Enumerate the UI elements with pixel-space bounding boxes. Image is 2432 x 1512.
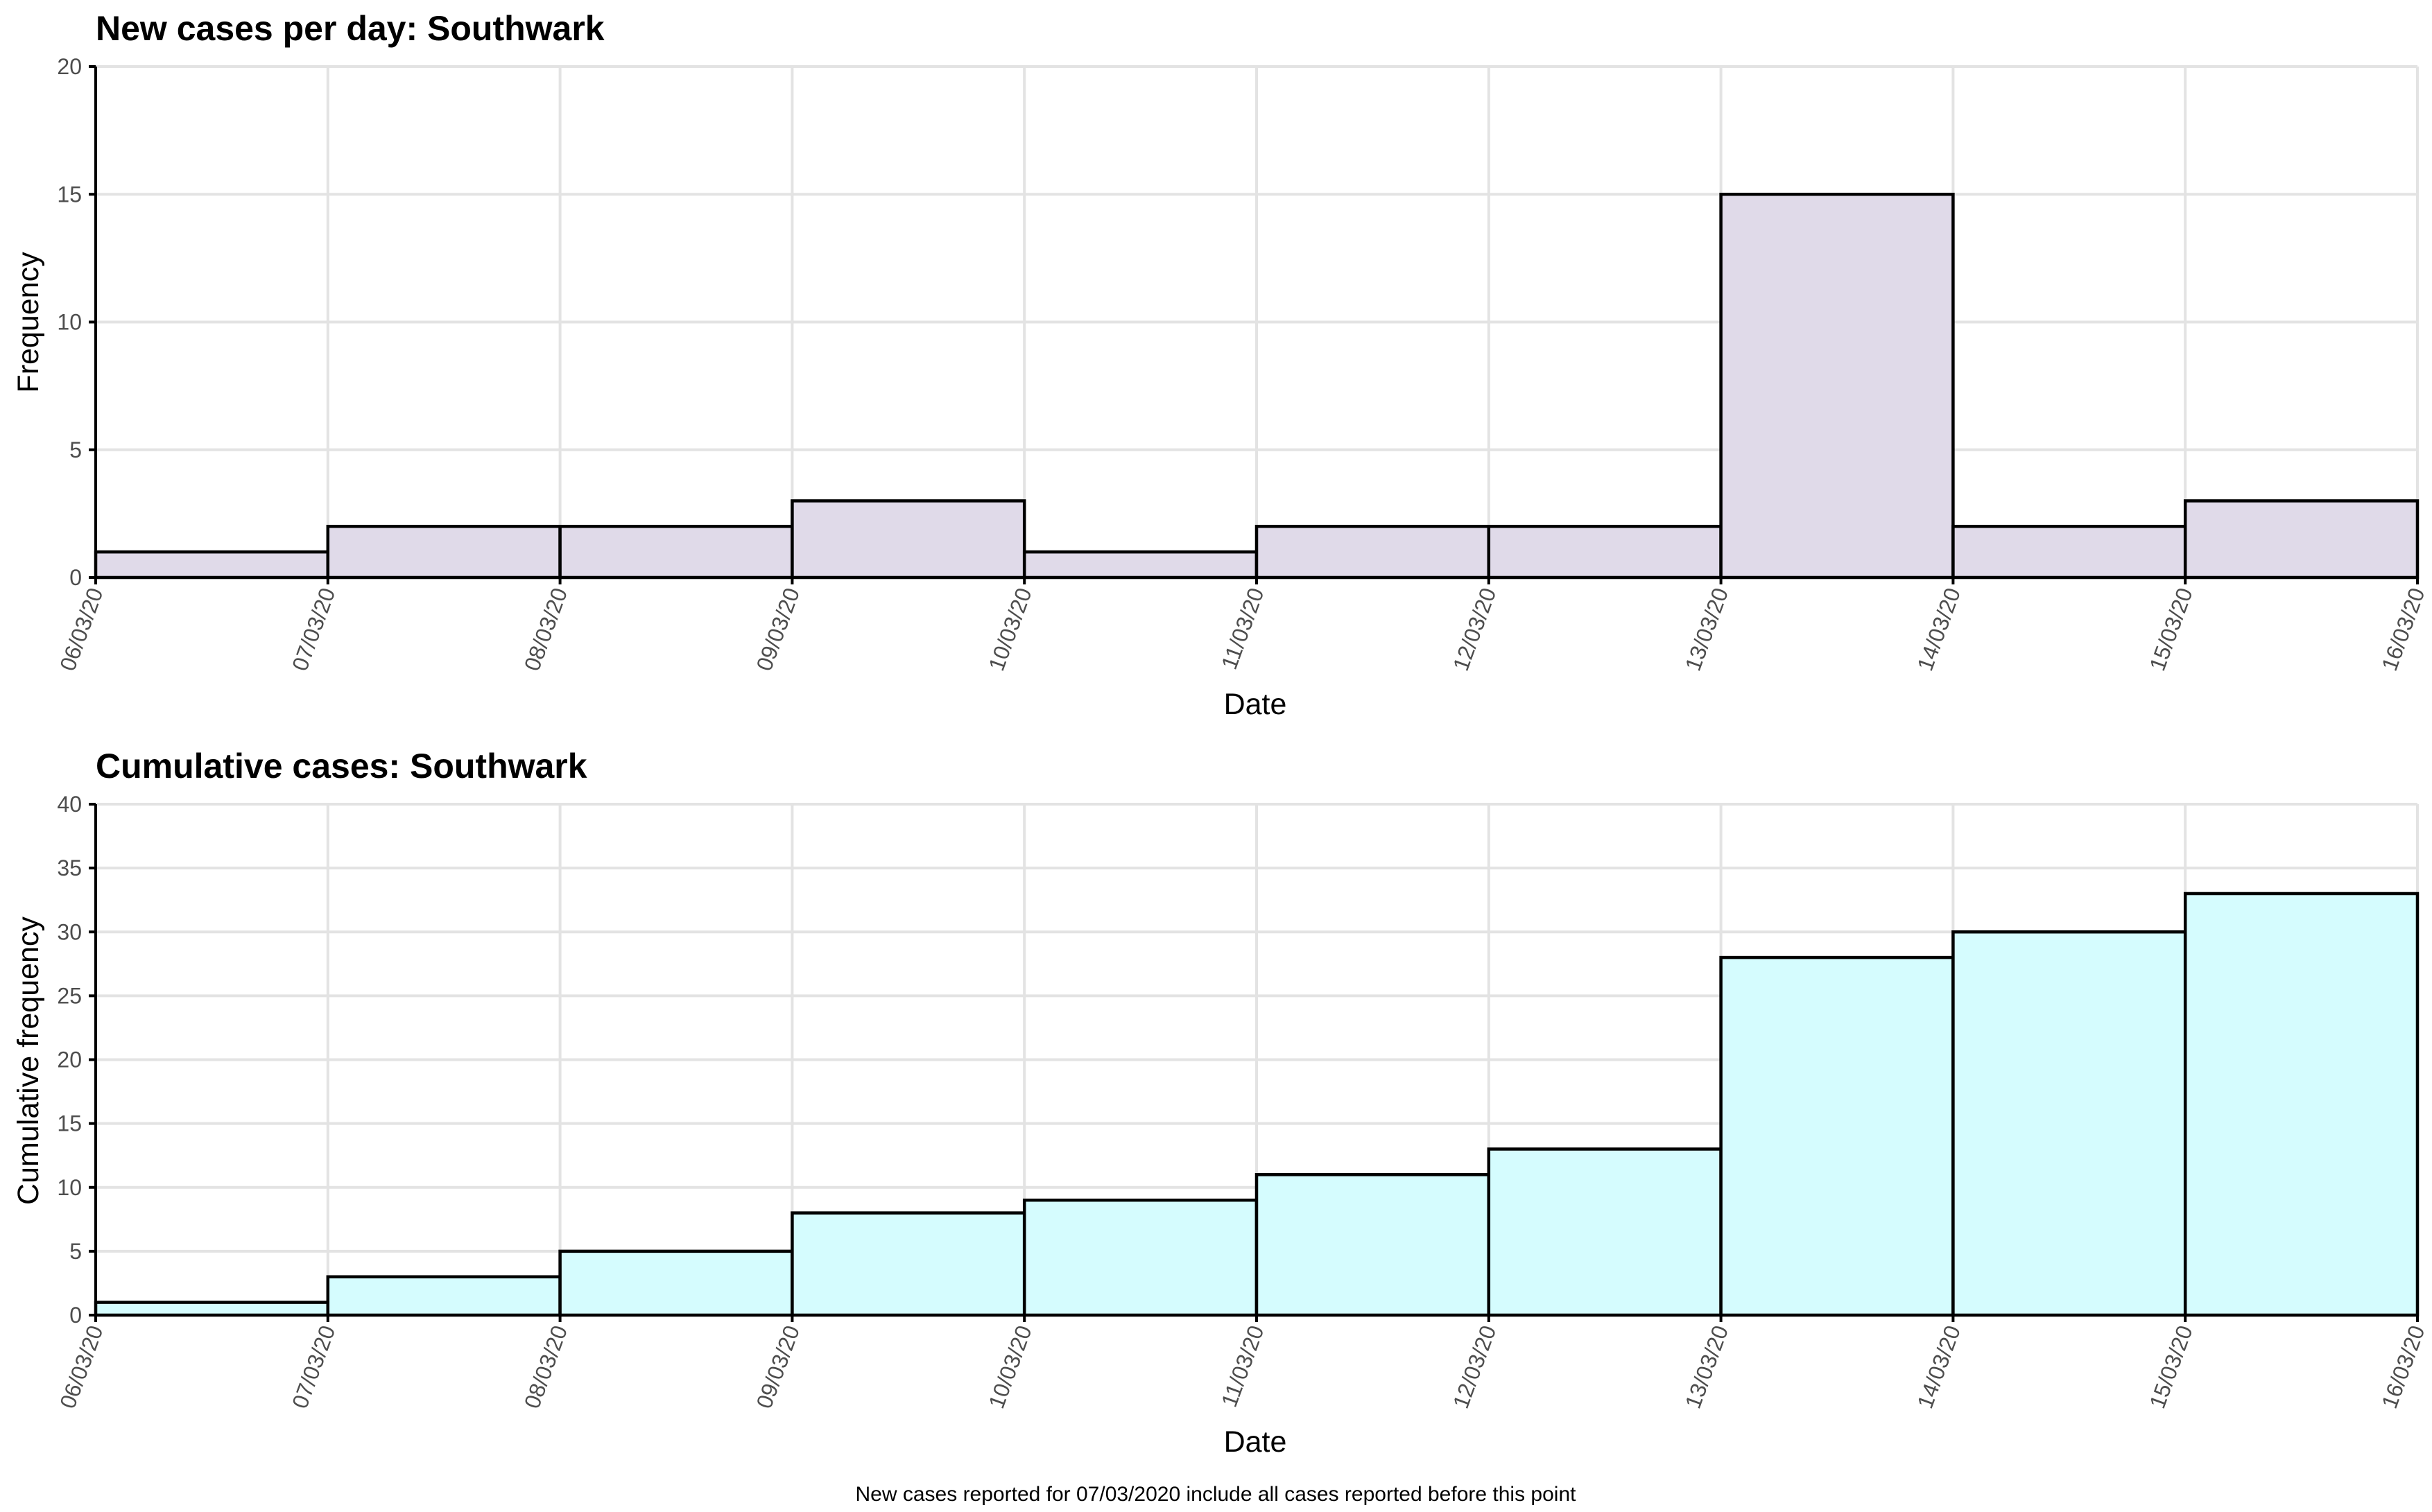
new-cases-bar: [1487, 525, 1723, 580]
cumulative-cases-x-tick-label: 12/03/20: [1448, 1322, 1501, 1411]
cumulative-cases-y-tick-label: 15: [57, 1111, 82, 1136]
new-cases-x-tick-label: 15/03/20: [2144, 584, 2197, 674]
new-cases-bar: [1022, 550, 1259, 580]
new-cases-x-tick-label: 16/03/20: [2377, 584, 2429, 674]
new-cases-bar: [1719, 193, 1955, 580]
cumulative-cases-bar: [1719, 955, 1955, 1317]
cumulative-cases-bar: [1487, 1147, 1723, 1317]
new-cases-gridlines: [94, 65, 2419, 579]
cumulative-cases-x-tick-label: 06/03/20: [55, 1322, 107, 1411]
cumulative-cases-bar: [558, 1249, 794, 1317]
cumulative-cases-y-tick-label: 25: [57, 983, 82, 1008]
cumulative-cases-x-tick-label: 08/03/20: [519, 1322, 572, 1411]
cumulative-cases-x-tick-label: 15/03/20: [2144, 1322, 2197, 1411]
new-cases-x-tick-label: 06/03/20: [55, 584, 107, 674]
new-cases-y-tick-label: 0: [69, 565, 82, 590]
cumulative-cases-bar: [2183, 892, 2420, 1317]
new-cases-bar: [326, 525, 562, 580]
cumulative-cases-bar: [326, 1275, 562, 1317]
new-cases-y-tick-label: 20: [57, 54, 82, 79]
cumulative-cases-y-tick-label: 30: [57, 919, 82, 944]
cumulative-cases-y-tick-label: 40: [57, 792, 82, 817]
new-cases-x-tick-label: 12/03/20: [1448, 584, 1501, 674]
cumulative-cases-y-tick-label: 20: [57, 1048, 82, 1072]
new-cases-x-tick-label: 11/03/20: [1216, 584, 1269, 672]
new-cases-y-tick-label: 15: [57, 182, 82, 207]
new-cases-y-tick-label: 10: [57, 310, 82, 335]
cumulative-cases-x-tick-label: 07/03/20: [287, 1322, 340, 1411]
new-cases-x-tick-label: 09/03/20: [752, 584, 804, 674]
cumulative-cases-y-ticks: 0 5 10 15 20 25 30 35 40: [57, 792, 96, 1328]
cumulative-cases-y-tick-label: 0: [69, 1303, 82, 1328]
cumulative-cases-bar: [1254, 1173, 1491, 1317]
cumulative-cases-bar: [94, 1301, 330, 1317]
cumulative-cases-x-tick-label: 11/03/20: [1216, 1322, 1269, 1410]
cumulative-cases-x-tick-label: 16/03/20: [2377, 1322, 2429, 1411]
cumulative-cases-x-ticks: 06/03/20 07/03/20 08/03/20 09/03/20 10/03/20…: [55, 1315, 2430, 1411]
cumulative-cases-x-tick-label: 10/03/20: [983, 1322, 1036, 1411]
cumulative-cases-chart-title: Cumulative cases: Southwark: [96, 747, 587, 785]
new-cases-y-ticks: 0 5 10 15 20: [57, 54, 96, 590]
new-cases-x-ticks: 06/03/20 07/03/20 08/03/20 09/03/20 10/03/20…: [55, 577, 2430, 674]
new-cases-x-tick-label: 14/03/20: [1913, 584, 1965, 674]
cumulative-cases-bar: [1951, 930, 2187, 1317]
cumulative-cases-x-tick-label: 14/03/20: [1913, 1322, 1965, 1411]
cumulative-cases-y-tick-label: 5: [69, 1239, 82, 1264]
new-cases-x-tick-label: 07/03/20: [287, 584, 340, 674]
new-cases-y-axis-title: Frequency: [12, 252, 45, 393]
new-cases-bar: [1254, 525, 1491, 580]
new-cases-chart-title: New cases per day: Southwark: [96, 9, 605, 48]
new-cases-bar: [791, 499, 1026, 580]
cumulative-cases-y-tick-label: 10: [57, 1175, 82, 1200]
cumulative-cases-x-axis-title: Date: [1224, 1425, 1287, 1459]
new-cases-bar: [2183, 499, 2420, 580]
cumulative-cases-x-tick-label: 09/03/20: [752, 1322, 804, 1411]
new-cases-x-axis-title: Date: [1224, 688, 1287, 721]
new-cases-bar: [94, 550, 330, 580]
new-cases-bar: [558, 525, 794, 580]
cumulative-cases-panel: 0 5 10 15 20 25 30 35 40 06/03/20 07/03/20 08/03/2…: [12, 747, 2430, 1459]
new-cases-x-tick-label: 10/03/20: [983, 584, 1036, 674]
cumulative-cases-y-axis-title: Cumulative frequency: [12, 916, 45, 1205]
figure-caption: New cases reported for 07/03/2020 includ…: [856, 1483, 1577, 1506]
cumulative-cases-y-tick-label: 35: [57, 855, 82, 880]
new-cases-panel: 0 5 10 15 20 06/03/20 07/03/20 08/03/20 09/03/2…: [12, 9, 2430, 721]
new-cases-bars: [94, 193, 2420, 580]
new-cases-x-tick-label: 08/03/20: [519, 584, 572, 674]
new-cases-y-tick-label: 5: [69, 437, 82, 462]
cumulative-cases-bar: [1022, 1198, 1259, 1317]
cumulative-cases-bar: [791, 1211, 1026, 1317]
cumulative-cases-x-tick-label: 13/03/20: [1680, 1322, 1733, 1411]
new-cases-x-tick-label: 13/03/20: [1680, 584, 1733, 674]
cumulative-cases-bars: [94, 892, 2420, 1317]
new-cases-bar: [1951, 525, 2187, 580]
